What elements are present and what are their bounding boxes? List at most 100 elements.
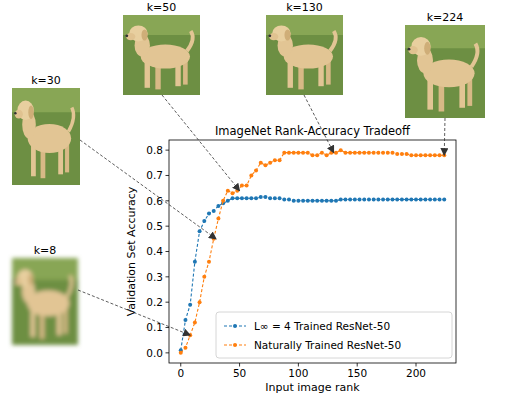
x-tick-label: 200 bbox=[406, 367, 426, 379]
y-tick-label: 0.4 bbox=[146, 245, 163, 257]
legend-marker bbox=[233, 343, 237, 347]
x-tick-label: 50 bbox=[233, 367, 246, 379]
point bbox=[249, 196, 253, 200]
point bbox=[339, 148, 343, 152]
y-tick-label: 0.6 bbox=[146, 195, 163, 207]
point bbox=[442, 198, 446, 202]
point bbox=[188, 303, 192, 307]
point bbox=[381, 151, 385, 155]
point bbox=[292, 199, 296, 203]
y-tick bbox=[166, 226, 170, 227]
annotation-label: k=224 bbox=[427, 11, 464, 24]
annotation-arrow bbox=[162, 95, 240, 191]
point bbox=[414, 153, 418, 157]
point bbox=[296, 151, 300, 155]
legend: L∞ = 4 Trained ResNet-50Naturally Traine… bbox=[216, 312, 452, 358]
point bbox=[348, 151, 352, 155]
point bbox=[353, 198, 357, 202]
point bbox=[216, 204, 220, 208]
point bbox=[273, 158, 277, 162]
point bbox=[395, 152, 399, 156]
point bbox=[273, 196, 277, 200]
dog-image bbox=[266, 15, 343, 95]
y-tick bbox=[166, 175, 170, 176]
y-tick-label: 0.8 bbox=[146, 144, 163, 156]
point bbox=[329, 151, 333, 155]
annotation-label: k=8 bbox=[34, 244, 57, 257]
x-tick bbox=[239, 363, 240, 367]
point bbox=[202, 275, 206, 279]
point bbox=[183, 318, 187, 322]
point bbox=[198, 300, 202, 304]
point bbox=[183, 346, 187, 350]
point bbox=[179, 351, 183, 355]
point bbox=[376, 151, 380, 155]
point bbox=[235, 196, 239, 200]
point bbox=[423, 198, 427, 202]
point bbox=[301, 151, 305, 155]
point bbox=[306, 151, 310, 155]
point bbox=[245, 196, 249, 200]
point bbox=[296, 199, 300, 203]
point bbox=[315, 199, 319, 203]
annotation-label: k=130 bbox=[286, 1, 323, 14]
point bbox=[282, 151, 286, 155]
point bbox=[405, 152, 409, 156]
point bbox=[329, 199, 333, 203]
annotation-arrow bbox=[78, 290, 190, 335]
point bbox=[202, 219, 206, 223]
y-tick bbox=[166, 327, 170, 328]
point bbox=[433, 198, 437, 202]
point bbox=[390, 198, 394, 202]
point bbox=[198, 229, 202, 233]
y-tick-label: 0.2 bbox=[146, 296, 163, 308]
legend-label: L∞ = 4 Trained ResNet-50 bbox=[254, 320, 390, 332]
point bbox=[254, 196, 258, 200]
point bbox=[292, 151, 296, 155]
y-tick-label: 0.0 bbox=[146, 347, 163, 359]
point bbox=[287, 198, 291, 202]
point bbox=[301, 199, 305, 203]
y-tick-label: 0.3 bbox=[146, 271, 163, 283]
point bbox=[362, 198, 366, 202]
point bbox=[207, 260, 211, 264]
point bbox=[343, 151, 347, 155]
annotation-arrow bbox=[80, 140, 216, 239]
point bbox=[362, 151, 366, 155]
point bbox=[193, 320, 197, 324]
point bbox=[231, 196, 235, 200]
x-tick bbox=[416, 363, 417, 367]
point bbox=[325, 153, 329, 157]
title: ImageNet Rank-Accuracy Tradeoff bbox=[215, 124, 411, 138]
point bbox=[245, 184, 249, 188]
y-tick-label: 0.1 bbox=[146, 321, 163, 333]
chart: 0501001502000.00.10.20.30.40.50.60.70.8I… bbox=[0, 0, 505, 398]
point bbox=[358, 151, 362, 155]
point bbox=[311, 153, 315, 157]
x-tick-label: 150 bbox=[347, 367, 367, 379]
point bbox=[226, 199, 230, 203]
x-tick bbox=[180, 363, 181, 367]
point bbox=[381, 198, 385, 202]
dog-image bbox=[123, 15, 200, 95]
point bbox=[207, 211, 211, 215]
point bbox=[372, 198, 376, 202]
x-axis-label: Input image rank bbox=[265, 381, 360, 394]
point bbox=[278, 158, 282, 162]
x-tick-label: 100 bbox=[288, 367, 308, 379]
y-tick bbox=[166, 276, 170, 277]
point bbox=[367, 198, 371, 202]
point bbox=[259, 195, 263, 199]
point bbox=[419, 153, 423, 157]
x-tick-label: 0 bbox=[177, 367, 184, 379]
point bbox=[414, 198, 418, 202]
point bbox=[221, 199, 225, 203]
point bbox=[372, 151, 376, 155]
point bbox=[254, 168, 258, 172]
point bbox=[268, 196, 272, 200]
x-tick bbox=[298, 363, 299, 367]
legend-box bbox=[216, 312, 452, 358]
dog-image bbox=[405, 25, 485, 118]
y-tick-label: 0.5 bbox=[146, 220, 163, 232]
annotation-arrow bbox=[444, 118, 446, 155]
